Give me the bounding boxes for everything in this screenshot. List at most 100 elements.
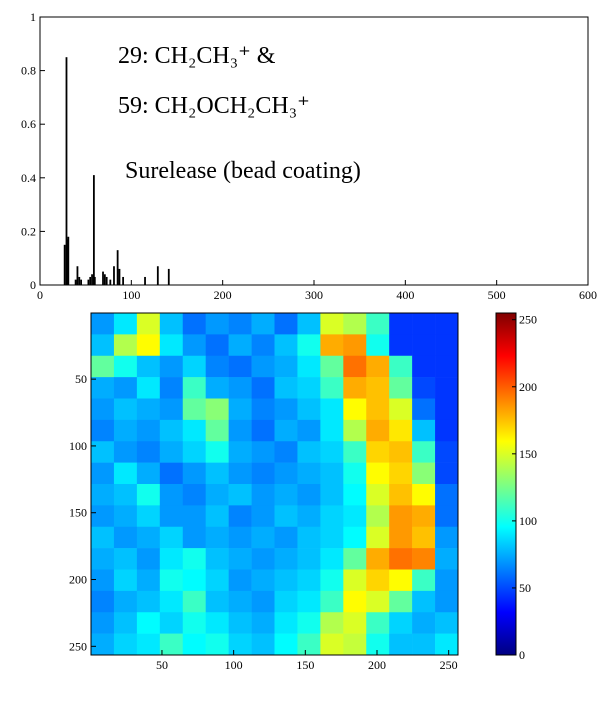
heatmap-cell	[136, 441, 161, 463]
heatmap-cell	[205, 590, 229, 613]
heatmap-cell	[412, 526, 436, 549]
heatmap-cell	[412, 441, 436, 463]
heatmap-cell	[136, 548, 161, 570]
y-tick-label: 50	[75, 372, 87, 386]
spectrum-peak	[66, 239, 69, 285]
heatmap-cell	[435, 526, 459, 549]
x-tick-label: 400	[396, 288, 414, 302]
heatmap-cell	[320, 398, 344, 421]
heatmap-cell	[274, 633, 298, 656]
heatmap-cell	[251, 313, 275, 335]
heatmap-cell	[320, 355, 344, 378]
heatmap-cell	[343, 419, 367, 442]
heatmap-cell	[297, 462, 321, 485]
heatmap-cell	[343, 377, 367, 399]
heatmap-cell	[343, 462, 367, 485]
heatmap-cell	[91, 612, 115, 634]
heatmap-cell	[320, 569, 344, 592]
heatmap-cell	[343, 548, 367, 570]
heatmap-cell	[205, 548, 229, 570]
heatmap-cell	[297, 484, 321, 506]
x-tick-label: 200	[368, 658, 386, 672]
heatmap-cell	[412, 398, 436, 421]
heatmap-cell	[91, 313, 115, 335]
heatmap-cell	[228, 355, 252, 378]
heatmap-cell	[136, 313, 161, 335]
heatmap-cell	[205, 313, 229, 335]
heatmap-cell	[228, 548, 252, 570]
heatmap-cell	[113, 398, 138, 421]
heatmap-cell	[412, 462, 436, 485]
heatmap-cell	[228, 569, 252, 592]
spectrum-peak	[109, 279, 112, 285]
heatmap-cell	[228, 398, 252, 421]
heatmap-cell	[297, 548, 321, 570]
heatmap-cell	[412, 633, 436, 656]
y-tick-label: 0.8	[21, 64, 36, 78]
heatmap-cell	[435, 484, 459, 506]
heatmap-cell	[91, 569, 115, 592]
heatmap-cell	[435, 590, 459, 613]
heatmap-cell	[389, 398, 413, 421]
heatmap-cell	[136, 612, 161, 634]
heatmap-cell	[412, 590, 436, 613]
heatmap-cell	[366, 419, 390, 442]
heatmap-cell	[366, 633, 390, 656]
heatmap-cell	[182, 462, 206, 485]
heatmap-cell	[91, 526, 115, 549]
heatmap-cell	[274, 612, 298, 634]
heatmap-cell	[251, 612, 275, 634]
heatmap-cell	[412, 505, 436, 528]
heatmap-cell	[228, 526, 252, 549]
heatmap-cell	[389, 355, 413, 378]
heatmap-cell	[113, 505, 138, 528]
heatmap-cell	[435, 548, 459, 570]
heatmap-cell	[182, 419, 206, 442]
x-tick-label: 300	[305, 288, 323, 302]
x-tick-label: 0	[37, 288, 43, 302]
heatmap-cell	[251, 419, 275, 442]
heatmap-cell	[274, 377, 298, 399]
heatmap-cell	[251, 355, 275, 378]
heatmap-cell	[274, 526, 298, 549]
colorbar-tick-label: 200	[519, 380, 537, 394]
heatmap-cell	[274, 590, 298, 613]
heatmap-cell	[205, 612, 229, 634]
colorbar-tick-label: 150	[519, 447, 537, 461]
heatmap-cell	[412, 569, 436, 592]
heatmap-cell	[320, 484, 344, 506]
heatmap-cell	[205, 526, 229, 549]
x-tick-label: 150	[296, 658, 314, 672]
heatmap-cell	[389, 633, 413, 656]
heatmap-cell	[182, 398, 206, 421]
heatmap-cell	[320, 548, 344, 570]
heatmap-cell	[251, 633, 275, 656]
spectrum-peak	[144, 276, 146, 285]
heatmap-cell	[159, 313, 184, 335]
y-tick-label: 0	[30, 278, 36, 292]
heatmap-cell	[274, 355, 298, 378]
heatmap-cell	[205, 569, 229, 592]
heatmap-cell	[389, 590, 413, 613]
heatmap-cell	[297, 441, 321, 463]
heatmap-cell	[343, 313, 367, 335]
heatmap-cell	[412, 377, 436, 399]
heatmap-cell	[435, 569, 459, 592]
heatmap-cell	[136, 462, 161, 485]
spectrum-peak	[167, 268, 170, 285]
heatmap-cell	[228, 590, 252, 613]
x-tick-label: 100	[122, 288, 140, 302]
heatmap-cell	[91, 548, 115, 570]
spectrum-peak	[63, 244, 66, 285]
heatmap-cell	[205, 377, 229, 399]
heatmap-cell	[159, 526, 184, 549]
heatmap-cell	[297, 633, 321, 656]
heatmap-cell	[412, 484, 436, 506]
annotation: Surelease (bead coating)	[125, 158, 361, 184]
heatmap-cell	[297, 526, 321, 549]
heatmap-cell	[343, 612, 367, 634]
heatmap-cell	[159, 355, 184, 378]
heatmap-cell	[113, 334, 138, 357]
heatmap-cell	[297, 569, 321, 592]
spectrum-peak	[74, 279, 77, 285]
